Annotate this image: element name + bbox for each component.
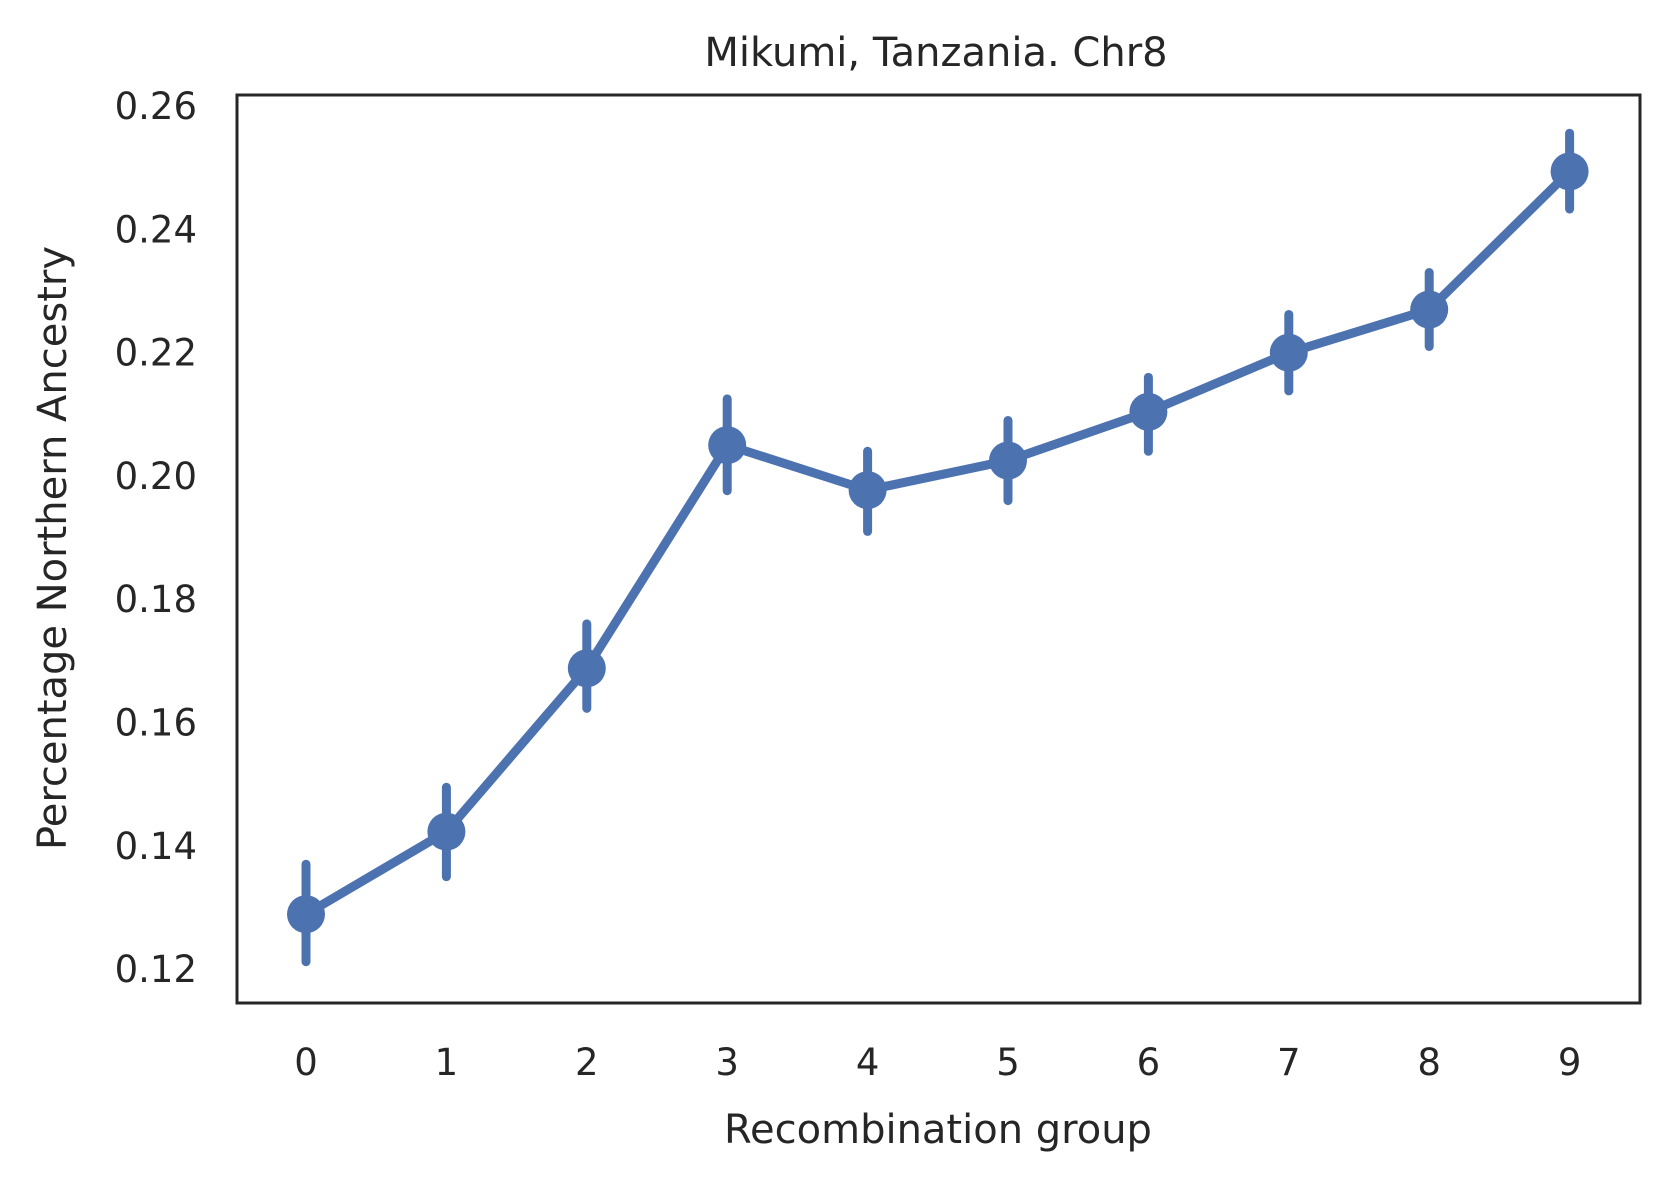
x-tick-label: 8 — [1417, 1041, 1441, 1084]
x-tick-label: 9 — [1558, 1041, 1582, 1084]
data-point — [427, 812, 466, 851]
data-point — [1129, 392, 1168, 431]
data-point — [989, 441, 1027, 480]
x-tick-label: 5 — [996, 1041, 1020, 1084]
x-tick-label: 6 — [1137, 1041, 1161, 1084]
y-tick-labels: 0.12 0.14 0.16 0.18 0.20 0.22 0.24 0.26 — [115, 85, 197, 991]
x-tick-labels: 0 1 2 3 4 5 6 7 8 9 — [294, 1041, 1581, 1084]
data-point — [1410, 290, 1449, 329]
data-point — [1269, 333, 1308, 372]
x-tick-label: 3 — [715, 1041, 739, 1084]
y-tick-label: 0.12 — [115, 948, 197, 991]
y-tick-label: 0.26 — [115, 85, 197, 128]
data-points — [287, 152, 1589, 934]
data-point — [567, 649, 606, 688]
x-tick-label: 1 — [435, 1041, 459, 1084]
error-bars — [301, 128, 1575, 967]
y-tick-label: 0.20 — [115, 455, 197, 498]
data-point — [287, 895, 325, 934]
y-tick-label: 0.16 — [115, 702, 197, 745]
y-tick-label: 0.14 — [115, 825, 197, 868]
x-axis-label: Recombination group — [724, 1107, 1152, 1153]
x-tick-label: 7 — [1277, 1041, 1301, 1084]
plot-frame — [235, 93, 1642, 1005]
data-point — [848, 471, 887, 510]
data-point — [708, 426, 747, 465]
y-tick-label: 0.18 — [115, 578, 197, 621]
data-point — [1550, 152, 1589, 191]
y-axis-label: Percentage Northern Ancestry — [30, 246, 76, 850]
x-tick-label: 4 — [856, 1041, 880, 1084]
x-tick-label: 2 — [575, 1041, 599, 1084]
series-line — [301, 166, 1575, 919]
y-tick-label: 0.22 — [115, 332, 197, 375]
x-tick-label: 0 — [294, 1041, 318, 1084]
chart-title: Mikumi, Tanzania. Chr8 — [704, 30, 1167, 76]
y-tick-label: 0.24 — [115, 208, 197, 251]
